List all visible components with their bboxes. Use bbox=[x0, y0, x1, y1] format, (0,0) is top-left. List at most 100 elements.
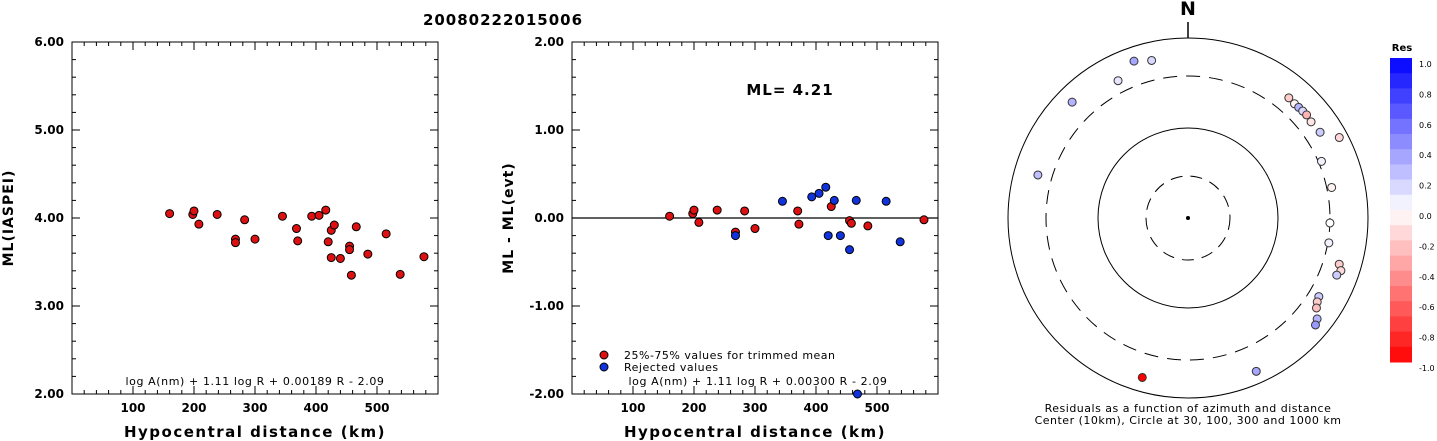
colorbar-cell bbox=[1390, 346, 1412, 363]
polar-point bbox=[1137, 372, 1147, 382]
polar-caption-line-2: Center (10km), Circle at 30, 100, 300 an… bbox=[1035, 414, 1342, 427]
colorbar-cell bbox=[1390, 331, 1412, 348]
data-point bbox=[240, 215, 250, 225]
colorbar-tick-labels: 1.0 0.8 0.6 0.4 0.2 0.0 -0.2 -0.4 -0.6 -0.8 -1.0 bbox=[1419, 60, 1435, 373]
y-tick-label: 4.00 bbox=[34, 211, 64, 225]
y-tick-label: -2.00 bbox=[529, 387, 564, 401]
polar-point bbox=[1332, 270, 1342, 280]
colorbar-cell bbox=[1390, 103, 1412, 120]
polar-point bbox=[1033, 170, 1043, 180]
polar-point bbox=[1306, 117, 1316, 127]
north-label: N bbox=[1180, 0, 1196, 20]
polar-point bbox=[1067, 97, 1077, 107]
data-point bbox=[881, 196, 891, 206]
polar-point bbox=[1302, 110, 1312, 120]
polar-point bbox=[1113, 76, 1123, 86]
x-tick-label: 200 bbox=[681, 401, 706, 415]
data-point bbox=[823, 231, 833, 241]
x-tick-label: 300 bbox=[242, 401, 267, 415]
legend-marker-trimmed bbox=[599, 350, 609, 360]
data-point bbox=[895, 237, 905, 247]
ring-300km bbox=[1045, 75, 1331, 361]
data-point bbox=[852, 389, 862, 399]
ring-100km bbox=[1097, 127, 1279, 309]
magnitude-points bbox=[165, 205, 429, 280]
colorbar-tick-label: 0.0 bbox=[1419, 212, 1432, 221]
data-point bbox=[777, 196, 787, 206]
magnitude-plot-frame bbox=[71, 41, 439, 395]
residual-axis-ticks bbox=[571, 41, 939, 395]
colorbar-cell bbox=[1390, 286, 1412, 302]
colorbar-cell bbox=[1390, 73, 1412, 89]
magnitude-formula: log A(nm) + 1.11 log R + 0.00189 R - 2.0… bbox=[125, 375, 384, 388]
legend-marker-rejected bbox=[599, 362, 609, 372]
colorbar: Res 1.0 0.8 0.6 0.4 0.2 0.0 -0.2 -0.4 -0.6 -0.8 -1… bbox=[1390, 43, 1435, 373]
colorbar-tick-label: 0.2 bbox=[1419, 182, 1432, 191]
magnitude-x-tick-labels: 100 200 300 400 500 bbox=[120, 401, 389, 415]
residual-formula: log A(nm) + 1.11 log R + 0.00300 R - 2.0… bbox=[628, 375, 887, 388]
polar-point bbox=[1315, 127, 1325, 137]
colorbar-cell bbox=[1390, 179, 1412, 196]
residual-y-axis-label: ML - ML(evt) bbox=[501, 162, 517, 273]
y-tick-label: 2.00 bbox=[34, 387, 64, 401]
data-point bbox=[293, 236, 303, 246]
polar-point bbox=[1316, 156, 1326, 166]
colorbar-cell bbox=[1390, 270, 1412, 287]
polar-residual-points bbox=[1033, 55, 1346, 382]
colorbar-cell bbox=[1390, 149, 1412, 165]
data-point bbox=[212, 209, 222, 219]
data-point bbox=[351, 222, 361, 232]
y-tick-label: 6.00 bbox=[34, 35, 64, 49]
polar-point bbox=[1325, 218, 1335, 228]
x-tick-label: 100 bbox=[620, 401, 645, 415]
ring-1000km bbox=[1007, 37, 1369, 399]
legend-label-trimmed: 25%-75% values for trimmed mean bbox=[624, 349, 836, 362]
data-point bbox=[307, 211, 317, 221]
x-tick-label: 400 bbox=[803, 401, 828, 415]
y-tick-label: -1.00 bbox=[529, 299, 564, 313]
colorbar-cells bbox=[1390, 58, 1412, 363]
polar-point bbox=[1284, 93, 1294, 103]
data-point bbox=[846, 218, 856, 228]
magnitude-panel: 100 200 300 400 500 2.00 3.00 4.00 5.00 6.00 Hyp… bbox=[1, 35, 439, 441]
data-point bbox=[165, 209, 175, 219]
data-point bbox=[793, 206, 803, 216]
data-point bbox=[419, 252, 429, 262]
data-point bbox=[381, 229, 391, 239]
polar-point bbox=[1324, 238, 1334, 248]
y-tick-label: 3.00 bbox=[34, 299, 64, 313]
data-point bbox=[851, 195, 861, 205]
data-point bbox=[345, 245, 355, 255]
x-tick-label: 100 bbox=[120, 401, 145, 415]
data-point bbox=[835, 231, 845, 241]
colorbar-cell bbox=[1390, 58, 1412, 74]
x-tick-label: 300 bbox=[742, 401, 767, 415]
colorbar-cell bbox=[1390, 194, 1412, 211]
colorbar-tick-label: -0.6 bbox=[1419, 303, 1435, 312]
data-point bbox=[250, 234, 260, 244]
colorbar-tick-label: -0.4 bbox=[1419, 273, 1435, 282]
polar-point bbox=[1327, 182, 1337, 192]
colorbar-cell bbox=[1390, 316, 1412, 333]
data-point bbox=[730, 231, 740, 241]
polar-panel: N Residuals as a function of azimuth and… bbox=[1007, 0, 1369, 427]
residual-x-tick-labels: 100 200 300 400 500 bbox=[620, 401, 889, 415]
data-point bbox=[329, 220, 339, 230]
epicenter-marker bbox=[1186, 216, 1190, 220]
colorbar-cell bbox=[1390, 255, 1412, 272]
polar-point bbox=[1310, 320, 1320, 330]
data-point bbox=[689, 205, 699, 215]
data-point bbox=[829, 195, 839, 205]
x-tick-label: 500 bbox=[364, 401, 389, 415]
residual-y-tick-labels: -2.00 -1.00 0.00 1.00 2.00 bbox=[529, 35, 564, 401]
colorbar-cell bbox=[1390, 210, 1412, 226]
x-tick-label: 500 bbox=[864, 401, 889, 415]
data-point bbox=[395, 269, 405, 279]
colorbar-cell bbox=[1390, 88, 1412, 105]
ml-annotation: ML= 4.21 bbox=[746, 81, 833, 99]
data-point bbox=[321, 205, 331, 215]
magnitude-y-tick-labels: 2.00 3.00 4.00 5.00 6.00 bbox=[34, 35, 64, 401]
residual-x-axis-label: Hypocentral distance (km) bbox=[624, 423, 886, 441]
data-point bbox=[363, 249, 373, 259]
